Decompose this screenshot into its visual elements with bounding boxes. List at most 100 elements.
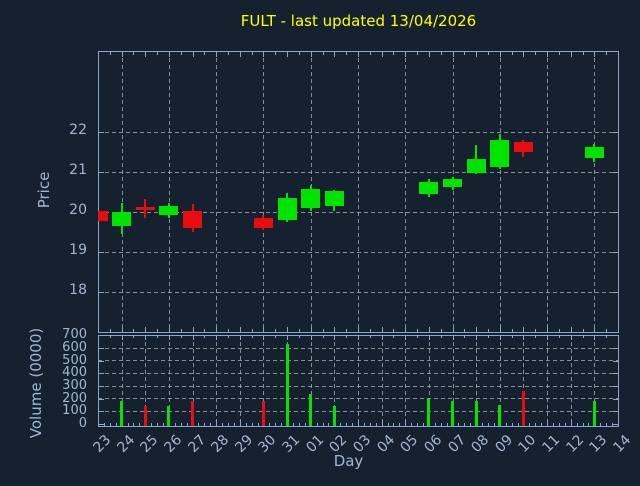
axis-spine (618, 335, 619, 427)
axis-tick (613, 360, 618, 362)
axis-tick (275, 329, 277, 332)
axis-tick (523, 336, 525, 340)
axis-tick (369, 423, 371, 426)
axis-tick (405, 420, 407, 426)
axis-tick (204, 329, 206, 332)
axis-tick (440, 336, 442, 338)
axis-tick (618, 327, 619, 332)
gridline-v (192, 335, 194, 427)
axis-tick (381, 52, 383, 57)
axis-tick (287, 336, 289, 340)
axis-tick (115, 423, 117, 426)
axis-tick (298, 423, 300, 426)
axis-tick (476, 336, 478, 340)
axis-tick (612, 423, 614, 426)
gridline-v (263, 335, 265, 427)
axis-tick (499, 336, 501, 340)
axis-tick (174, 423, 176, 426)
volume-bar-30 (261, 400, 265, 426)
y-tick-label: 700 (62, 327, 87, 343)
axis-tick (180, 52, 182, 55)
axis-tick (369, 336, 371, 338)
axis-tick (363, 423, 365, 426)
axis-tick (405, 336, 407, 340)
axis-tick (594, 336, 596, 340)
axis-tick (322, 423, 324, 426)
axis-tick (358, 327, 359, 332)
axis-tick (287, 327, 289, 332)
axis-tick (417, 336, 419, 338)
axis-tick (263, 327, 265, 332)
axis-tick (558, 423, 560, 426)
axis-tick (352, 423, 354, 426)
axis-tick (328, 423, 330, 426)
axis-tick (334, 336, 336, 340)
axis-tick (358, 336, 359, 340)
axis-tick (470, 423, 472, 426)
axis-tick (99, 132, 104, 133)
axis-tick (613, 373, 618, 375)
candle-body-25 (135, 206, 155, 210)
axis-tick (613, 348, 618, 350)
axis-tick (553, 423, 554, 426)
gridline-v (168, 51, 170, 333)
axis-tick (582, 336, 584, 338)
axis-tick (613, 292, 618, 293)
axis-tick (251, 423, 253, 426)
axis-tick (464, 423, 466, 426)
candle-body-07 (443, 179, 463, 188)
axis-spine (98, 51, 99, 333)
gridline-v (499, 51, 501, 333)
axis-tick (257, 423, 259, 426)
axis-tick (346, 423, 348, 426)
axis-tick (133, 329, 135, 332)
y-tick-label: 19 (69, 242, 87, 258)
axis-tick (511, 336, 513, 338)
axis-tick (99, 252, 104, 253)
axis-tick (606, 423, 608, 426)
volume-bar-27 (191, 400, 195, 426)
axis-tick (133, 336, 135, 338)
axis-tick (109, 423, 111, 426)
axis-tick (535, 336, 537, 338)
axis-tick (434, 423, 436, 426)
axis-tick (381, 336, 383, 340)
axis-tick (458, 423, 460, 426)
axis-tick (251, 329, 253, 332)
axis-tick (428, 52, 430, 57)
axis-tick (570, 420, 572, 426)
axis-tick (275, 336, 277, 338)
gridline-v (216, 51, 218, 333)
x-axis-label: Day (333, 452, 364, 470)
axis-tick (570, 52, 572, 57)
axis-tick (228, 423, 229, 426)
axis-tick (133, 423, 135, 426)
axis-tick (582, 329, 584, 332)
axis-tick (570, 327, 572, 332)
chart-title: FULT - last updated 13/04/2026 (240, 12, 477, 30)
axis-tick (369, 52, 371, 55)
axis-tick (151, 423, 153, 426)
axis-spine (98, 426, 619, 427)
axis-tick (570, 336, 572, 340)
axis-tick (558, 329, 560, 332)
axis-tick (204, 423, 206, 426)
axis-tick (582, 423, 584, 426)
gridline-v (121, 335, 123, 427)
axis-tick (322, 329, 324, 332)
axis-tick (393, 423, 395, 426)
axis-spine (98, 335, 619, 336)
axis-tick (523, 327, 525, 332)
axis-tick (263, 336, 265, 340)
axis-tick (98, 52, 99, 57)
axis-tick (423, 423, 424, 426)
axis-tick (127, 423, 129, 426)
axis-tick (99, 398, 104, 400)
axis-tick (109, 336, 111, 338)
gridline-v (547, 51, 549, 333)
gridline-v (594, 51, 596, 333)
volume-bar-10 (521, 391, 525, 426)
axis-tick (358, 52, 359, 57)
axis-tick (613, 398, 618, 400)
axis-tick (310, 52, 312, 57)
